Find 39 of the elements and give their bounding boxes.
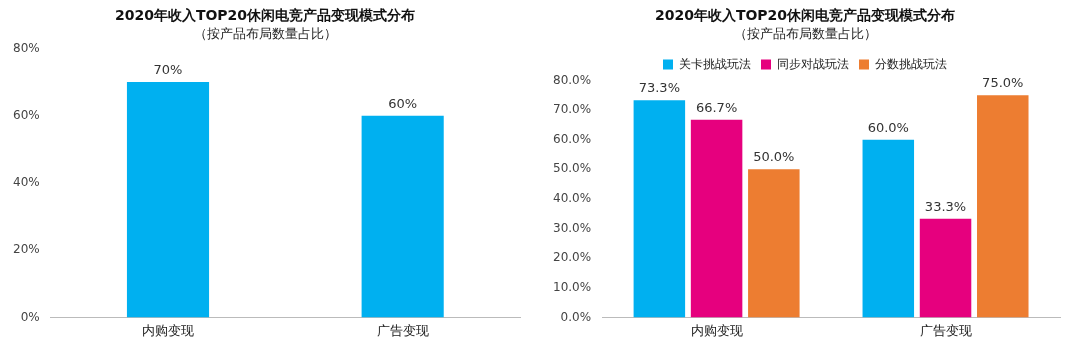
chart-title: 2020年收入TOP20休闲电竞产品变现模式分布 [654,7,956,24]
chart-subtitle: （按产品布局数量占比） [193,25,337,41]
y-tick-label: 60.0% [553,131,592,146]
y-tick-label: 80.0% [553,72,592,87]
y-tick-label: 0.0% [560,309,592,324]
legend-label: 关卡挑战玩法 [679,56,751,71]
data-label: 66.7% [695,99,738,115]
x-tick-label: 广告变现 [919,322,972,338]
bar [748,169,800,318]
data-label: 33.3% [924,198,967,214]
y-tick-label: 20% [13,242,40,257]
y-tick-label: 80% [13,40,40,55]
bar [690,119,743,318]
y-tick-label: 40.0% [553,191,592,206]
y-tick-label: 30.0% [553,220,592,235]
bar [862,139,915,318]
y-tick-label: 0% [20,309,40,324]
data-label: 73.3% [638,80,681,96]
legend-label: 分数挑战玩法 [875,56,947,71]
data-label: 50.0% [753,149,795,165]
data-label: 75.0% [982,75,1024,91]
legend-label: 同步对战玩法 [777,56,849,71]
x-tick-label: 内购变现 [690,322,743,338]
y-tick-label: 60% [13,107,40,122]
data-label: 70% [153,61,183,77]
chart-subtitle: （按产品布局数量占比） [733,25,877,41]
y-tick-label: 50.0% [553,161,592,176]
y-tick-label: 10.0% [553,279,592,294]
data-label: 60.0% [867,119,909,135]
y-tick-label: 40% [13,175,40,190]
bar [633,100,686,318]
bar [977,95,1029,318]
y-tick-label: 70.0% [553,102,592,117]
chart-title: 2020年收入TOP20休闲电竞产品变现模式分布 [114,7,416,24]
x-tick-label: 广告变现 [376,322,429,338]
y-tick-label: 20.0% [553,250,592,265]
bar [919,218,972,318]
data-label: 60% [388,95,418,111]
x-tick-label: 内购变现 [142,322,194,338]
